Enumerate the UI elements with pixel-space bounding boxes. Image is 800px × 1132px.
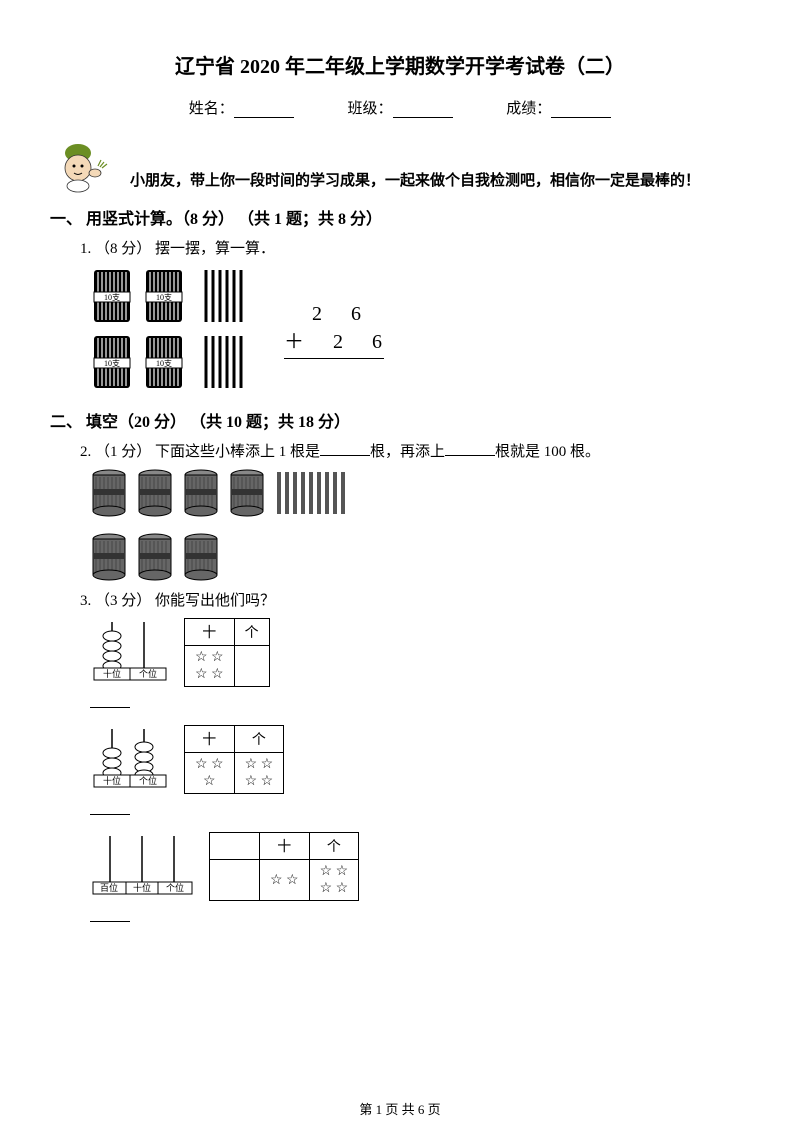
answer-blank-3[interactable]	[90, 909, 130, 922]
abacus-item-3: 百位 十位 个位 十个 ☆ ☆☆ ☆ ☆ ☆	[90, 832, 750, 901]
thin-sticks-icon	[274, 469, 349, 517]
td-ones: ☆ ☆ ☆ ☆	[234, 753, 284, 794]
stick-bundle-icon: 10支	[90, 332, 134, 392]
q2-text: 2. （1 分） 下面这些小棒添上 1 根是 根，再添上 根就是 100 根。	[80, 440, 750, 461]
thick-bundle-icon	[182, 469, 220, 517]
answer-blank-1[interactable]	[90, 695, 130, 708]
svg-text:十位: 十位	[103, 775, 121, 786]
thick-bundle-icon	[90, 533, 128, 581]
vertical-calculation: 2 6 ＋ 2 6	[284, 300, 394, 359]
svg-text:10支: 10支	[104, 358, 120, 368]
q2-blank2[interactable]	[445, 443, 495, 456]
name-blank[interactable]	[234, 104, 294, 118]
info-line: 姓名： 班级： 成绩：	[50, 97, 750, 118]
td-tens: ☆ ☆ ☆ ☆	[185, 646, 235, 687]
greeting-row: 小朋友，带上你一段时间的学习成果，一起来做个自我检测吧，相信你一定是最棒的！	[50, 138, 750, 193]
answer-blank-2[interactable]	[90, 802, 130, 815]
svg-text:个位: 个位	[139, 668, 157, 679]
calc-line2: ＋ 2 6	[284, 328, 394, 356]
th-ones: 个	[234, 619, 269, 646]
th-tens: 十	[185, 619, 235, 646]
star-table-1: 十个 ☆ ☆ ☆ ☆	[184, 618, 270, 687]
q2-post: 根就是 100 根。	[495, 444, 600, 460]
svg-text:个位: 个位	[139, 775, 157, 786]
td-tens: ☆ ☆	[260, 860, 310, 901]
loose-sticks-icon	[200, 266, 244, 326]
th-ones: 个	[234, 726, 284, 753]
class-blank[interactable]	[393, 104, 453, 118]
svg-text:10支: 10支	[156, 358, 172, 368]
stick-bundle-icon: 10支	[90, 266, 134, 326]
td-ones	[234, 646, 269, 687]
th-tens: 十	[185, 726, 235, 753]
abacus-icon: 十位 个位	[90, 725, 170, 789]
abacus-item-2: 十位 个位 十个 ☆ ☆ ☆☆ ☆ ☆ ☆	[90, 725, 750, 794]
th-ones: 个	[309, 833, 359, 860]
td-tens: ☆ ☆ ☆	[185, 753, 235, 794]
class-label: 班级：	[347, 97, 392, 118]
section2-header: 二、 填空（20 分） （共 10 题；共 18 分）	[50, 408, 750, 432]
q1-figure: 10支 10支 10支 10支	[90, 266, 750, 392]
thick-bundle-icon	[228, 469, 266, 517]
score-label: 成绩：	[506, 97, 551, 118]
score-blank[interactable]	[551, 104, 611, 118]
name-label: 姓名：	[189, 97, 234, 118]
thick-bundle-icon	[90, 469, 128, 517]
stick-bundle-icon: 10支	[142, 332, 186, 392]
th-tens: 十	[260, 833, 310, 860]
page-footer: 第 1 页 共 6 页	[0, 1099, 800, 1118]
q2-blank1[interactable]	[320, 443, 370, 456]
q2-mid: 根，再添上	[370, 444, 445, 460]
star-table-2: 十个 ☆ ☆ ☆☆ ☆ ☆ ☆	[184, 725, 284, 794]
svg-text:十位: 十位	[133, 882, 151, 893]
loose-sticks-icon	[200, 332, 244, 392]
thick-bundle-icon	[136, 469, 174, 517]
stick-bundle-icon: 10支	[142, 266, 186, 326]
abacus-icon: 十位 个位	[90, 618, 170, 682]
q3-text: 3. （3 分） 你能写出他们吗？	[80, 589, 750, 610]
mascot-icon	[50, 138, 110, 193]
calc-sum-line	[284, 358, 384, 359]
page-title: 辽宁省 2020 年二年级上学期数学开学考试卷（二）	[50, 50, 750, 79]
abacus-icon: 百位 十位 个位	[90, 832, 195, 896]
abacus-item-1: 十位 个位 十个 ☆ ☆ ☆ ☆	[90, 618, 750, 687]
td-ones: ☆ ☆ ☆ ☆	[309, 860, 359, 901]
svg-text:个位: 个位	[166, 882, 184, 893]
svg-text:百位: 百位	[100, 882, 118, 893]
svg-text:10支: 10支	[156, 292, 172, 302]
svg-text:十位: 十位	[103, 668, 121, 679]
greeting-text: 小朋友，带上你一段时间的学习成果，一起来做个自我检测吧，相信你一定是最棒的！	[130, 169, 700, 193]
q2-pre: 2. （1 分） 下面这些小棒添上 1 根是	[80, 444, 320, 460]
q1-text: 1. （8 分） 摆一摆，算一算．	[80, 237, 750, 258]
q2-figure	[90, 469, 410, 581]
thick-bundle-icon	[182, 533, 220, 581]
star-table-3: 十个 ☆ ☆☆ ☆ ☆ ☆	[209, 832, 359, 901]
thick-bundle-icon	[136, 533, 174, 581]
section1-header: 一、 用竖式计算。（8 分） （共 1 题；共 8 分）	[50, 205, 750, 229]
calc-line1: 2 6	[284, 300, 394, 328]
svg-text:10支: 10支	[104, 292, 120, 302]
